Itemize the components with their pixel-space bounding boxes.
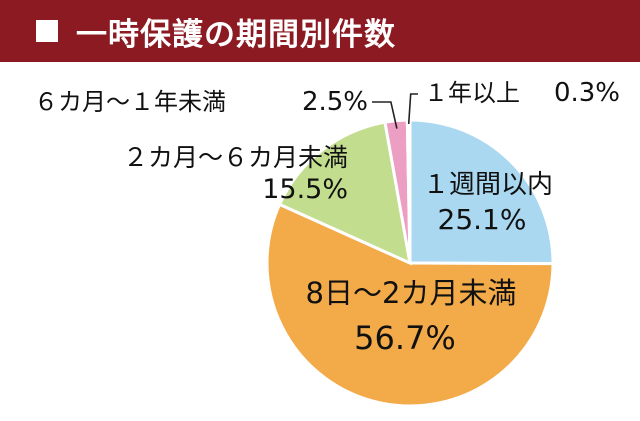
slice-value-1year-plus: 0.3% (554, 78, 620, 108)
slice-label-8days-2months: 8日～2カ月未満 (306, 276, 517, 310)
leader-line-1year-plus (407, 93, 418, 125)
slice-label-6months-1year: ６カ月～１年未満 (34, 88, 226, 116)
pie-slices (265, 118, 555, 408)
title-square-icon (36, 20, 58, 42)
slice-2-6months (277, 120, 412, 266)
chart-title: 一時保護の期間別件数 (76, 16, 396, 53)
slice-1week (408, 118, 555, 266)
slice-value-8days-2months: 56.7% (354, 319, 456, 357)
leader-lines (372, 93, 418, 129)
slice-label-2-6months: ２カ月～６カ月未満 (123, 143, 348, 172)
slice-8days-2months (265, 202, 555, 408)
leader-line-6months-1year (372, 101, 398, 129)
slice-label-1week: １週間以内 (423, 170, 553, 200)
slice-value-6months-1year: 2.5% (302, 87, 368, 117)
slice-value-2-6months: 15.5% (262, 174, 348, 205)
chart-header: 一時保護の期間別件数 (0, 0, 640, 62)
slice-value-1week: 25.1% (438, 203, 527, 236)
slice-label-1year-plus: １年以上 (424, 79, 520, 107)
